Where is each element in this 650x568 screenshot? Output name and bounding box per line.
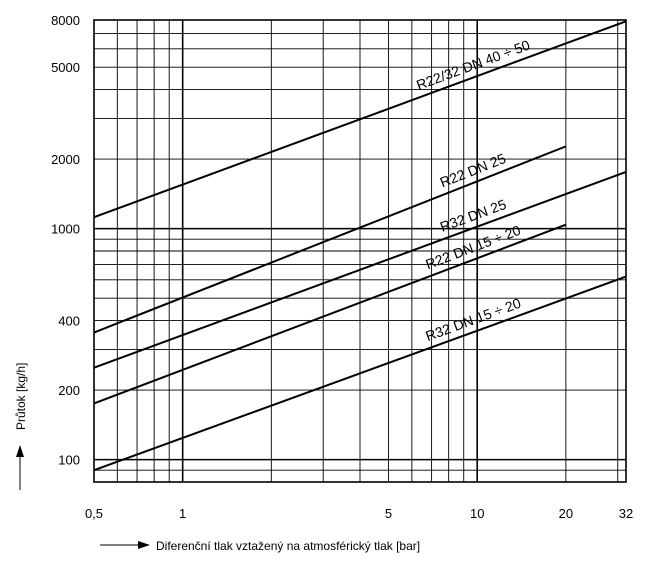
y-tick-label: 200 <box>58 383 80 398</box>
series-line <box>93 223 567 405</box>
x-tick-label: 0,5 <box>85 506 103 521</box>
grid <box>94 20 626 482</box>
y-tick-label: 400 <box>58 314 80 329</box>
x-tick-label: 1 <box>179 506 186 521</box>
series-line <box>93 20 627 219</box>
y-tick-label: 2000 <box>51 152 80 167</box>
x-axis-ticks: 0,5 1 5 10 20 32 <box>85 506 633 521</box>
x-axis-title: Diferenční tlak vztažený na atmosférický… <box>100 539 420 553</box>
y-axis-arrowhead-icon <box>16 445 24 457</box>
x-axis-arrowhead-icon <box>138 541 150 549</box>
x-tick-label: 10 <box>470 506 484 521</box>
series-lines <box>93 20 627 472</box>
series-line <box>93 145 567 334</box>
series-line <box>93 170 627 369</box>
x-axis-label: Diferenční tlak vztažený na atmosférický… <box>156 539 420 553</box>
y-tick-label: 1000 <box>51 222 80 237</box>
x-tick-label: 20 <box>559 506 573 521</box>
y-axis-title: Průtok [kg/h] <box>14 363 28 490</box>
x-tick-label: 5 <box>385 506 392 521</box>
series-line <box>93 275 627 472</box>
y-tick-label: 8000 <box>51 13 80 28</box>
y-axis-label: Průtok [kg/h] <box>14 363 28 430</box>
x-tick-label: 32 <box>619 506 633 521</box>
y-tick-label: 5000 <box>51 60 80 75</box>
y-tick-label: 100 <box>58 453 80 468</box>
y-axis-ticks: 100 200 400 1000 2000 5000 8000 <box>51 13 80 468</box>
plot-frame <box>93 19 627 483</box>
